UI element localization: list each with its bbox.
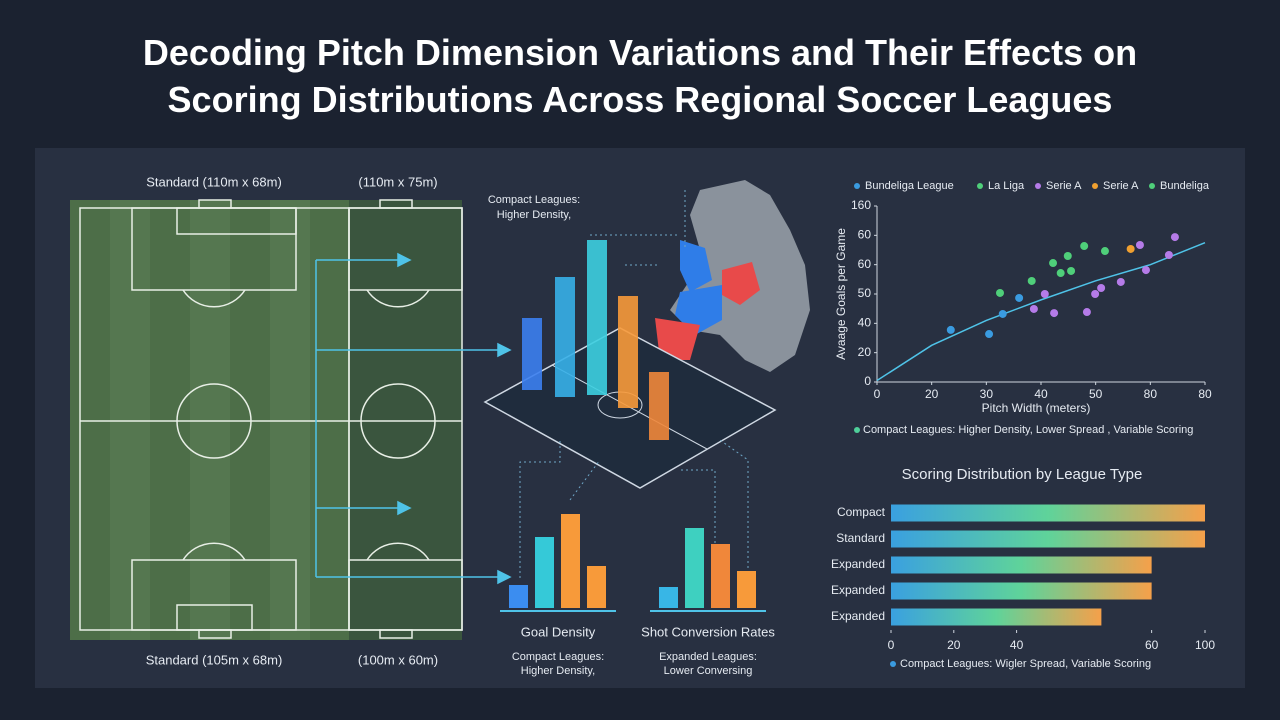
legend-swatch <box>854 183 860 189</box>
chart-title: Scoring Distribution by League Type <box>902 466 1143 483</box>
y-tick-label: 20 <box>858 345 872 359</box>
bar <box>561 514 580 608</box>
pitch-label: Standard (110m x 68m) <box>146 174 282 189</box>
bar <box>891 556 1152 574</box>
bar <box>535 537 554 608</box>
caption: Compact Leagues: <box>512 651 604 663</box>
pitch-label: Standard (105m x 68m) <box>146 652 283 667</box>
scatter-point <box>1126 244 1135 253</box>
legend-swatch <box>1035 183 1041 189</box>
caption: Lower Conversing <box>664 665 753 677</box>
scatter-point <box>1100 247 1109 256</box>
connectors <box>519 190 749 578</box>
bar <box>737 571 756 608</box>
y-tick-label: Standard <box>836 531 885 545</box>
scatter-point <box>996 288 1004 297</box>
scatter-point <box>1082 308 1091 317</box>
x-tick-label: 100 <box>1195 638 1215 652</box>
y-tick-label: Expanded <box>831 609 885 623</box>
pitch-label: (100m x 60m) <box>358 652 438 667</box>
pitch-label: (110m x 75m) <box>358 174 437 189</box>
legend-label: Bundeliga <box>1160 180 1210 192</box>
y-tick-label: 60 <box>858 228 872 242</box>
caption: Compact Leagues: Wigler Spread, Variable… <box>900 658 1151 670</box>
scatter-point <box>1141 266 1150 275</box>
scatter-point <box>1050 309 1059 318</box>
bar <box>891 530 1205 548</box>
legend-swatch <box>977 183 983 189</box>
legend-label: Bundeliga League <box>865 180 954 192</box>
y-axis-label: Avaage Goals per Game <box>834 228 848 360</box>
x-tick-label: 20 <box>947 638 961 652</box>
scatter-point <box>1080 242 1089 251</box>
bar <box>891 504 1205 522</box>
x-tick-label: 20 <box>925 387 939 401</box>
scatter-point <box>985 330 994 339</box>
bar <box>509 585 528 608</box>
bar <box>587 566 606 608</box>
trend-line <box>876 241 1206 382</box>
scatter-point <box>1027 276 1036 285</box>
x-tick-label: 40 <box>1010 638 1024 652</box>
bar <box>891 608 1102 626</box>
caption: Higher Density, <box>521 665 595 677</box>
scatter-point <box>1056 269 1065 278</box>
caption-dot <box>890 661 896 667</box>
scatter-point <box>1116 277 1125 286</box>
scatter-point <box>1067 266 1076 275</box>
caption: Compact Leagues: Higher Density, Lower S… <box>863 424 1193 436</box>
center-note: Compact Leagues: <box>488 194 580 206</box>
legend-swatch <box>1092 183 1098 189</box>
y-tick-label: 40 <box>858 316 872 330</box>
scatter-point <box>1097 283 1106 292</box>
legend-label: Serie A <box>1103 180 1139 192</box>
scatter-point <box>1040 290 1049 298</box>
y-tick-label: 50 <box>858 286 872 300</box>
scatter-point <box>1015 293 1024 302</box>
arrows <box>315 252 512 585</box>
x-tick-label: 30 <box>980 387 994 401</box>
y-tick-label: Compact <box>837 505 886 519</box>
x-tick-label: 80 <box>1144 387 1158 401</box>
x-tick-label: 0 <box>874 387 881 401</box>
caption-dot <box>854 427 860 433</box>
legend-label: La Liga <box>988 180 1025 192</box>
iso-pitch <box>483 240 777 489</box>
x-tick-label: 80 <box>1198 387 1212 401</box>
y-tick-label: Expanded <box>831 583 885 597</box>
scatter-point <box>1135 241 1144 250</box>
x-tick-label: 60 <box>1145 638 1159 652</box>
caption: Expanded Leagues: <box>659 651 757 663</box>
scatter-point <box>1063 252 1072 261</box>
bar <box>659 587 678 608</box>
x-tick-label: 50 <box>1089 387 1103 401</box>
bar <box>685 528 704 608</box>
bar <box>891 582 1152 600</box>
legend-swatch <box>1149 183 1155 189</box>
x-tick-label: 0 <box>888 638 895 652</box>
chart-label: Goal Density <box>521 624 596 639</box>
y-tick-label: Expanded <box>831 557 885 571</box>
scatter-point <box>1164 250 1173 259</box>
x-axis-label: Pitch Width (meters) <box>982 401 1091 415</box>
y-tick-label: 60 <box>858 257 872 271</box>
center-note: Higher Density, <box>497 209 571 221</box>
chart-label: Shot Conversion Rates <box>641 624 775 639</box>
title: Decoding Pitch Dimension Variations and … <box>143 32 1137 120</box>
bar <box>711 544 730 608</box>
pitch <box>70 199 463 640</box>
scatter-point <box>1049 259 1058 268</box>
scatter-point <box>1170 233 1179 242</box>
scatter-point <box>1029 304 1038 313</box>
scatter-point <box>946 325 955 334</box>
scatter-point <box>998 309 1007 318</box>
scatter-point <box>1091 290 1100 298</box>
y-tick-label: 0 <box>864 374 871 388</box>
map-illustration <box>655 180 810 372</box>
x-tick-label: 40 <box>1034 387 1048 401</box>
legend-label: Serie A <box>1046 180 1082 192</box>
y-tick-label: 160 <box>851 198 871 212</box>
